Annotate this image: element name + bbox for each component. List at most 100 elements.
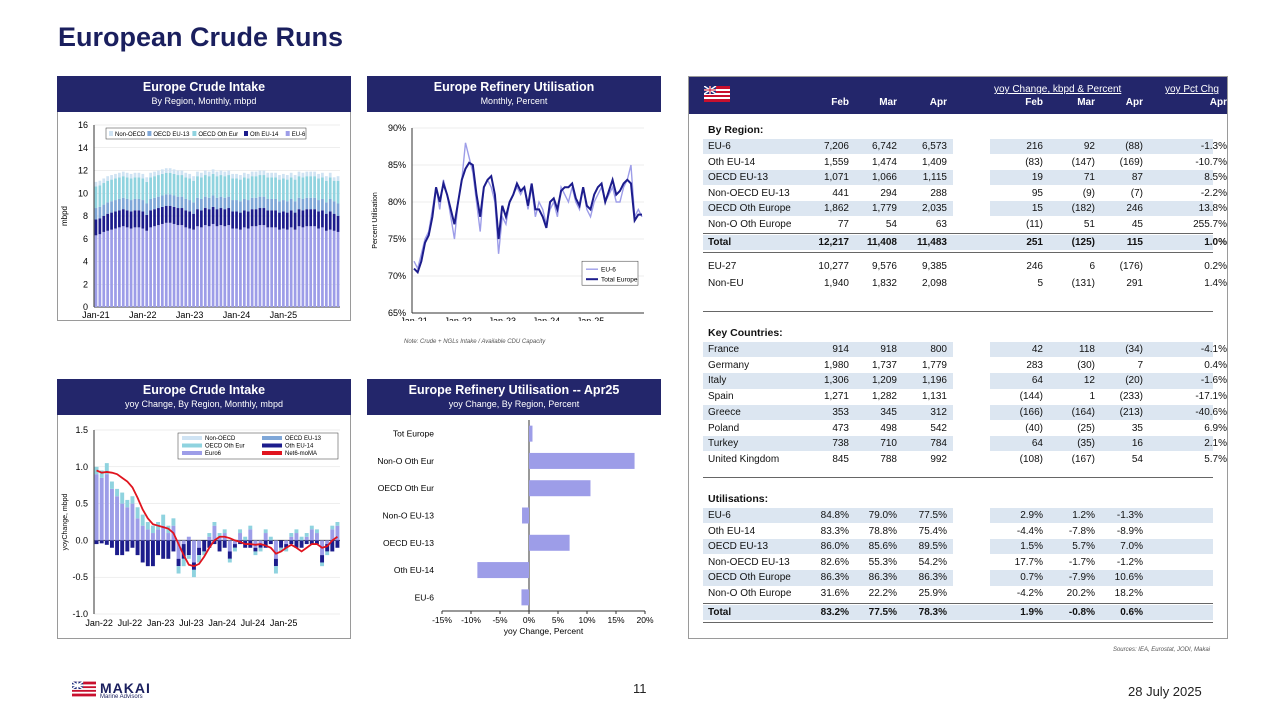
cell-value: 283 bbox=[1026, 359, 1043, 371]
cell-value: 1,409 bbox=[921, 156, 947, 168]
cell-value: 1,779 bbox=[871, 203, 897, 214]
bar-segment bbox=[110, 175, 113, 180]
bar-segment bbox=[156, 540, 161, 556]
bar-segment bbox=[145, 529, 150, 541]
cell-value: 1.2% bbox=[1072, 510, 1095, 521]
bar-segment bbox=[94, 208, 98, 220]
bar-segment bbox=[289, 227, 293, 307]
bar bbox=[529, 534, 570, 551]
bar-segment bbox=[172, 173, 176, 196]
bar-segment bbox=[293, 212, 297, 230]
bar-segment bbox=[242, 177, 246, 199]
cell-value: (182) bbox=[1071, 203, 1095, 214]
cell-value: 0.7% bbox=[1020, 572, 1043, 584]
bar-segment bbox=[153, 171, 156, 177]
legend-label: Oth EU-14 bbox=[285, 444, 314, 450]
x-tick-label: Jan-21 bbox=[400, 316, 428, 321]
bar bbox=[529, 452, 635, 469]
cell-value: 312 bbox=[930, 406, 947, 418]
row-shade bbox=[703, 373, 953, 389]
table-row: Non-O Oth Europe 77 54 63 (11) 51 45 255.7% bbox=[703, 217, 1227, 232]
bar-segment bbox=[133, 172, 137, 178]
cell-value: 64 bbox=[1031, 438, 1043, 450]
bar-segment bbox=[328, 229, 332, 307]
bar-segment bbox=[153, 197, 156, 210]
cell-value: -40.6% bbox=[1195, 406, 1227, 418]
header-group-pct: yoy Pct Chg bbox=[1165, 84, 1219, 95]
bar-segment bbox=[330, 525, 335, 530]
bar-segment bbox=[262, 175, 266, 197]
bar bbox=[477, 562, 529, 579]
bar-segment bbox=[120, 503, 125, 541]
x-tick-label: -5% bbox=[492, 615, 508, 625]
bar-segment bbox=[211, 223, 215, 307]
bar-segment bbox=[270, 210, 274, 228]
bar-segment bbox=[258, 547, 263, 552]
cell-value: 78.3% bbox=[918, 606, 947, 618]
bar-segment bbox=[186, 540, 191, 556]
bar-segment bbox=[227, 196, 231, 209]
legend-label: Net6-moMA bbox=[285, 451, 317, 457]
bar-segment bbox=[320, 562, 325, 567]
cell-value: -7.9% bbox=[1068, 572, 1095, 584]
bar-segment bbox=[176, 170, 180, 176]
bar-segment bbox=[231, 200, 234, 212]
cell-value: -8.9% bbox=[1116, 525, 1143, 537]
table-row: Total 83.2% 77.5% 78.3% 1.9% -0.8% 0.6% bbox=[703, 604, 1213, 620]
panel-subtitle: yoy Change, By Region, Percent bbox=[448, 399, 580, 409]
cell-value: 77.5% bbox=[918, 510, 947, 521]
bar-segment bbox=[145, 214, 149, 231]
x-tick-label: Jul-24 bbox=[241, 618, 266, 628]
bar-segment bbox=[258, 540, 263, 545]
row-shade bbox=[990, 139, 1180, 155]
flag-icon bbox=[704, 86, 730, 102]
bar-segment bbox=[153, 209, 156, 227]
bar-segment bbox=[297, 171, 301, 177]
bar-segment bbox=[219, 170, 223, 176]
bar-segment bbox=[118, 177, 121, 199]
cell-value: 64 bbox=[1031, 375, 1043, 387]
bar-segment bbox=[121, 176, 125, 198]
cell-value: 22.2% bbox=[868, 588, 897, 599]
x-tick-label: 20% bbox=[636, 615, 653, 625]
bar-segment bbox=[118, 210, 121, 228]
cell-value: 118 bbox=[1079, 344, 1095, 355]
bar-segment bbox=[246, 173, 250, 179]
table-row: OECD Oth Europe 86.3% 86.3% 86.3% 0.7% -7.9% 1… bbox=[703, 570, 1213, 586]
y-tick-label: 0.5 bbox=[75, 499, 88, 509]
row-label: Non-OECD EU-13 bbox=[708, 556, 790, 568]
bar-segment bbox=[171, 518, 176, 526]
bar-segment bbox=[106, 176, 110, 181]
bar-segment bbox=[188, 200, 192, 212]
cell-value: 2,098 bbox=[921, 278, 947, 289]
bar-segment bbox=[317, 200, 320, 212]
bar-segment bbox=[202, 551, 207, 556]
panel-subtitle: Monthly, Percent bbox=[480, 96, 548, 106]
legend-label: OECD Oth Eur bbox=[198, 132, 238, 138]
cell-value: 54 bbox=[1131, 453, 1143, 465]
row-shade bbox=[703, 139, 953, 155]
cell-value: 5.7% bbox=[1072, 541, 1095, 553]
legend-box bbox=[177, 432, 339, 460]
bar-segment bbox=[168, 194, 172, 206]
bar-segment bbox=[197, 555, 202, 563]
bar-segment bbox=[110, 212, 113, 230]
category-label: Non-O Oth Eur bbox=[377, 456, 434, 466]
bar-segment bbox=[217, 533, 222, 537]
bar-segment bbox=[172, 206, 176, 224]
bar-segment bbox=[176, 196, 180, 209]
bar-segment bbox=[164, 168, 168, 173]
bar-segment bbox=[98, 185, 102, 207]
y-tick-label: -1.0 bbox=[72, 609, 88, 619]
table-row: OECD EU-13 86.0% 85.6% 89.5% 1.5% 5.7% 7.0% bbox=[703, 539, 1213, 555]
bar-segment bbox=[309, 171, 313, 177]
bar-segment bbox=[191, 569, 196, 578]
cell-value: (30) bbox=[1077, 359, 1095, 371]
bar-segment bbox=[332, 201, 336, 214]
bar-segment bbox=[335, 522, 340, 526]
bar-segment bbox=[299, 540, 304, 548]
separator bbox=[703, 311, 1213, 312]
panel-title: Europe Crude Intake bbox=[142, 383, 266, 397]
bar-segment bbox=[285, 212, 289, 230]
bar-segment bbox=[186, 536, 191, 541]
